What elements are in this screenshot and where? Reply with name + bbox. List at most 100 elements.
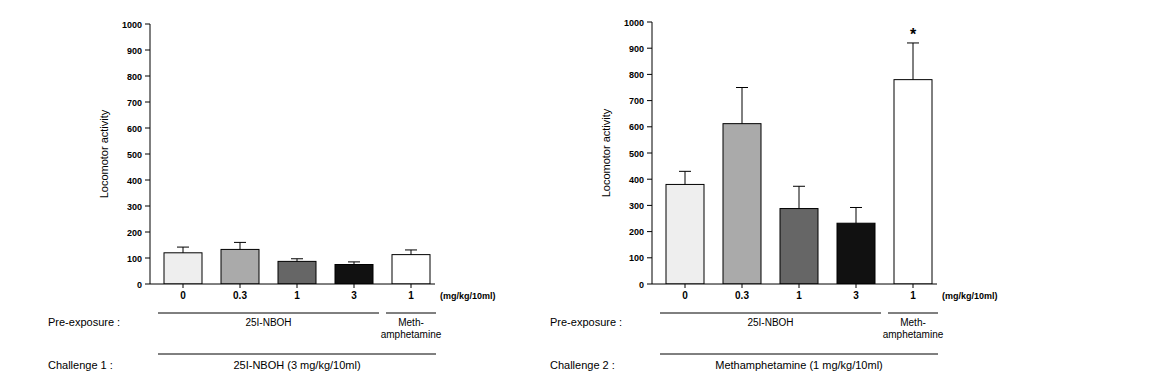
y-tick-label: 900 xyxy=(629,44,644,54)
error-bar xyxy=(348,262,360,265)
y-tick-label: 500 xyxy=(629,149,644,159)
y-tick xyxy=(145,284,150,285)
bar xyxy=(837,223,875,284)
group-line xyxy=(888,313,938,314)
error-line xyxy=(685,171,686,184)
challenge-line xyxy=(158,354,436,355)
y-tick-label: 400 xyxy=(629,175,644,185)
x-tick xyxy=(685,284,686,288)
x-tick-label: 0 xyxy=(682,290,688,301)
error-line xyxy=(183,247,184,253)
bar xyxy=(221,249,259,284)
y-tick-label: 700 xyxy=(127,98,142,108)
y-axis xyxy=(150,24,151,284)
y-tick-label: 300 xyxy=(629,201,644,211)
bar xyxy=(780,209,818,284)
y-tick-label: 800 xyxy=(629,70,644,80)
error-line xyxy=(856,207,857,223)
y-tick xyxy=(647,22,652,23)
error-cap xyxy=(793,186,805,187)
y-tick xyxy=(647,153,652,154)
x-tick-label: 3 xyxy=(853,290,859,301)
x-tick-label: 0.3 xyxy=(233,290,247,301)
challenge-label: Challenge 1 : xyxy=(48,359,113,371)
pre-exposure-label: Pre-exposure : xyxy=(48,316,120,328)
y-tick xyxy=(647,257,652,258)
group-label: amphetamine xyxy=(381,329,442,340)
y-tick xyxy=(145,232,150,233)
error-cap xyxy=(348,261,360,262)
y-tick xyxy=(647,231,652,232)
y-tick xyxy=(145,258,150,259)
y-label: Locomotor activity xyxy=(98,109,110,198)
x-tick xyxy=(297,284,298,288)
error-bar xyxy=(907,43,919,80)
error-cap xyxy=(405,249,417,250)
error-cap xyxy=(291,258,303,259)
error-bar xyxy=(405,250,417,255)
y-tick-label: 1000 xyxy=(624,18,644,28)
y-tick xyxy=(145,180,150,181)
error-cap xyxy=(679,171,691,172)
y-tick-label: 500 xyxy=(127,150,142,160)
x-tick xyxy=(411,284,412,288)
y-tick xyxy=(647,179,652,180)
y-tick-label: 400 xyxy=(127,176,142,186)
y-tick-label: 200 xyxy=(629,227,644,237)
x-tick-label: 3 xyxy=(351,290,357,301)
challenge-line xyxy=(660,354,938,355)
y-axis xyxy=(652,22,653,284)
y-tick-label: 0 xyxy=(639,280,644,290)
bar xyxy=(894,80,932,284)
group-line xyxy=(386,313,436,314)
y-tick-label: 900 xyxy=(127,46,142,56)
x-tick xyxy=(183,284,184,288)
x-tick xyxy=(742,284,743,288)
bar xyxy=(666,184,704,284)
x-tick xyxy=(856,284,857,288)
x-tick-label: 1 xyxy=(408,290,414,301)
pre-exposure-label: Pre-exposure : xyxy=(550,316,622,328)
bars xyxy=(666,43,932,284)
y-tick-label: 800 xyxy=(127,72,142,82)
x-axis xyxy=(150,284,435,285)
x-axis xyxy=(652,284,937,285)
x-tick xyxy=(799,284,800,288)
y-tick xyxy=(145,154,150,155)
error-line xyxy=(799,186,800,208)
group-label: Meth- xyxy=(398,317,424,328)
y-tick-label: 300 xyxy=(127,202,142,212)
x-tick-label: 1 xyxy=(294,290,300,301)
bar xyxy=(278,261,316,284)
y-tick-label: 600 xyxy=(127,124,142,134)
error-cap xyxy=(736,87,748,88)
y-tick-label: 100 xyxy=(629,253,644,263)
group-label: 25I-NBOH xyxy=(245,317,291,328)
group-line xyxy=(158,313,379,314)
error-bar xyxy=(793,186,805,208)
bars xyxy=(164,242,430,284)
error-line xyxy=(411,250,412,255)
y-tick xyxy=(647,74,652,75)
bar xyxy=(392,255,430,284)
y-tick xyxy=(145,24,150,25)
bar xyxy=(723,124,761,284)
error-cap xyxy=(177,247,189,248)
y-tick xyxy=(145,76,150,77)
y-tick xyxy=(647,126,652,127)
group-line xyxy=(660,313,881,314)
y-label: Locomotor activity xyxy=(600,108,612,197)
x-tick xyxy=(354,284,355,288)
bar xyxy=(335,265,373,285)
y-tick-label: 0 xyxy=(137,280,142,290)
error-line xyxy=(913,43,914,80)
chart: Locomotor activity0100200300400500600700… xyxy=(48,20,496,372)
x-tick xyxy=(240,284,241,288)
x-unit: (mg/kg/10ml) xyxy=(942,291,998,301)
x-tick-label: 1 xyxy=(910,290,916,301)
error-bar xyxy=(234,242,246,249)
group-label: amphetamine xyxy=(883,329,944,340)
x-tick-label: 0.3 xyxy=(735,290,749,301)
challenge-label: Challenge 2 : xyxy=(550,359,615,371)
group-label: Meth- xyxy=(900,317,926,328)
